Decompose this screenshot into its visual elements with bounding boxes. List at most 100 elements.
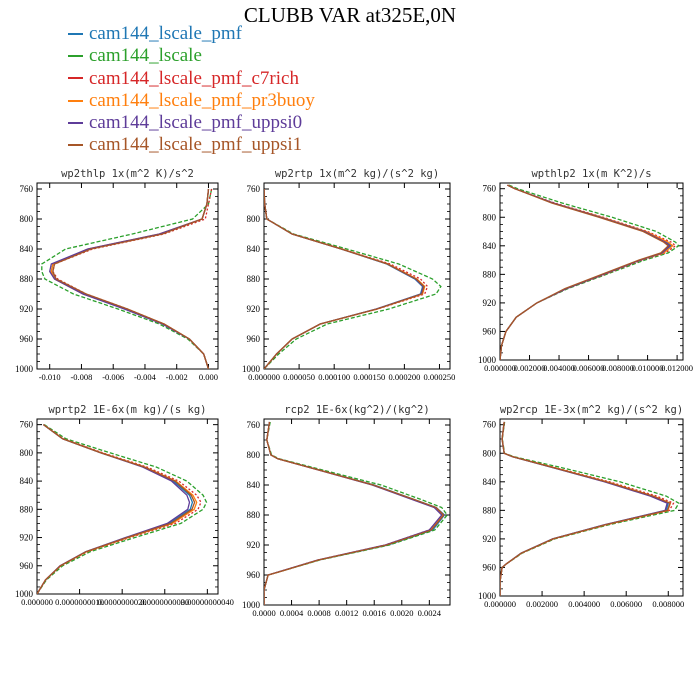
legend-swatch: [68, 144, 83, 147]
y-tick-label: 960: [247, 334, 261, 344]
plot-frame: [263, 418, 451, 606]
y-tick-label: 960: [20, 334, 34, 344]
y-tick-label: 880: [20, 504, 34, 514]
series-line: [264, 421, 445, 605]
x-tick-label: 0.008000: [652, 599, 684, 609]
x-tick-label: 0.008000: [602, 363, 634, 373]
series-line: [264, 421, 449, 605]
y-tick-label: 920: [483, 298, 497, 308]
series-line: [37, 424, 208, 594]
series-line: [264, 421, 444, 605]
y-tick-label: 880: [20, 274, 34, 284]
series-line: [37, 424, 194, 594]
x-tick-label: -0.010: [39, 372, 61, 382]
x-tick-label: -0.008: [70, 372, 92, 382]
series-line: [500, 421, 672, 596]
y-tick-label: 960: [483, 562, 497, 572]
series-line: [264, 188, 424, 369]
legend-entry: cam144_lscale_pmf: [68, 23, 315, 45]
legend-swatch: [68, 32, 83, 35]
x-tick-label: 0.000000: [484, 363, 516, 373]
series-line: [500, 184, 670, 360]
x-tick-label: 0.0000: [252, 608, 275, 618]
y-tick-label: 800: [247, 214, 261, 224]
y-tick-label: 920: [20, 533, 34, 543]
subplot: wp2thlp 1x(m^2 K)/s^2 760 800 840 880 920 960 1…: [15, 168, 219, 382]
series-line: [264, 188, 442, 369]
series-line: [264, 421, 446, 605]
y-tick-label: 760: [483, 184, 497, 194]
legend-entry: cam144_lscale: [68, 45, 315, 67]
x-tick-label: 0.004000: [568, 599, 600, 609]
subplot: wp2rtp 1x(m^2 kg)/(s^2 kg) 760 800 840 880 92…: [242, 168, 455, 382]
subplot: wprtp2 1E-6x(m kg)/(s kg) 760 800 840 880 920…: [15, 404, 234, 607]
subplot: wpthlp2 1x(m K^2)/s 760 800 840 880 920 960 100…: [478, 168, 693, 373]
x-tick-label: 0.012000: [661, 363, 693, 373]
subplot: rcp2 1E-6x(kg^2)/(kg^2) 760 800 840 880 920 96…: [242, 404, 451, 618]
y-tick-label: 1000: [15, 364, 34, 374]
legend-label: cam144_lscale_pmf_uppsi0: [89, 112, 303, 134]
subplot-title: wp2rcp 1E-3x(m^2 kg)/(s^2 kg): [500, 404, 683, 416]
subplot-title: wprtp2 1E-6x(m kg)/(s kg): [48, 404, 206, 416]
series-line: [52, 188, 210, 369]
subplot: wp2rcp 1E-3x(m^2 kg)/(s^2 kg)760 800 840 88…: [478, 404, 684, 609]
legend-entry: cam144_lscale_pmf_pr3buoy: [68, 90, 315, 112]
y-tick-label: 840: [247, 244, 261, 254]
legend: cam144_lscale_pmf cam144_lscale cam144_l…: [68, 23, 315, 157]
y-tick-label: 760: [20, 184, 34, 194]
series-line: [37, 424, 202, 594]
x-tick-label: 0.006000: [573, 363, 605, 373]
subplot-title: wp2rtp 1x(m^2 kg)/(s^2 kg): [275, 168, 439, 180]
series-line: [500, 184, 677, 360]
x-tick-label: 0.000000: [484, 599, 516, 609]
legend-label: cam144_lscale_pmf: [89, 23, 243, 44]
y-tick-label: 800: [20, 214, 34, 224]
plot-frame: [499, 418, 684, 597]
x-tick-label: 0.0024: [418, 608, 442, 618]
series-line: [264, 188, 425, 369]
y-tick-label: 920: [247, 540, 261, 550]
x-tick-label: 0.000150: [353, 372, 385, 382]
plot-frame: [499, 182, 684, 361]
y-tick-label: 960: [247, 570, 261, 580]
x-tick-label: 0.0004: [280, 608, 304, 618]
x-tick-label: 0.004000: [543, 363, 575, 373]
legend-swatch: [68, 54, 83, 57]
y-tick-label: 880: [247, 274, 261, 284]
y-tick-label: 800: [20, 448, 34, 458]
x-tick-label: 0.000050: [283, 372, 315, 382]
series-line: [500, 421, 675, 596]
series-line: [41, 188, 213, 369]
series-line: [500, 421, 680, 596]
series-line: [37, 424, 191, 594]
y-tick-label: 960: [483, 326, 497, 336]
series-line: [500, 421, 670, 596]
legend-entry: cam144_lscale_pmf_c7rich: [68, 68, 315, 90]
series-line: [500, 184, 680, 360]
x-tick-label: 0.000250: [424, 372, 456, 382]
series-line: [37, 424, 198, 594]
x-tick-label: 0.000000: [248, 372, 280, 382]
plot-frame: [263, 182, 451, 370]
y-tick-label: 880: [483, 269, 497, 279]
y-tick-label: 880: [247, 510, 261, 520]
y-tick-label: 1000: [478, 355, 497, 365]
x-tick-label: 0.000200: [388, 372, 420, 382]
legend-swatch: [68, 121, 83, 124]
y-tick-label: 1000: [242, 364, 261, 374]
series-line: [500, 184, 674, 360]
series-line: [52, 188, 213, 369]
y-tick-label: 920: [20, 304, 34, 314]
y-tick-label: 840: [483, 241, 497, 251]
y-tick-label: 840: [483, 477, 497, 487]
legend-label: cam144_lscale: [89, 45, 202, 67]
y-tick-label: 840: [20, 244, 34, 254]
legend-swatch: [68, 99, 83, 102]
x-tick-label: 0.0000000030: [140, 597, 189, 607]
x-tick-label: 0.0016: [363, 608, 386, 618]
y-tick-label: 760: [247, 420, 261, 430]
y-tick-label: 920: [483, 534, 497, 544]
x-tick-label: 0.0000000020: [98, 597, 147, 607]
plot-frame: [36, 418, 219, 595]
